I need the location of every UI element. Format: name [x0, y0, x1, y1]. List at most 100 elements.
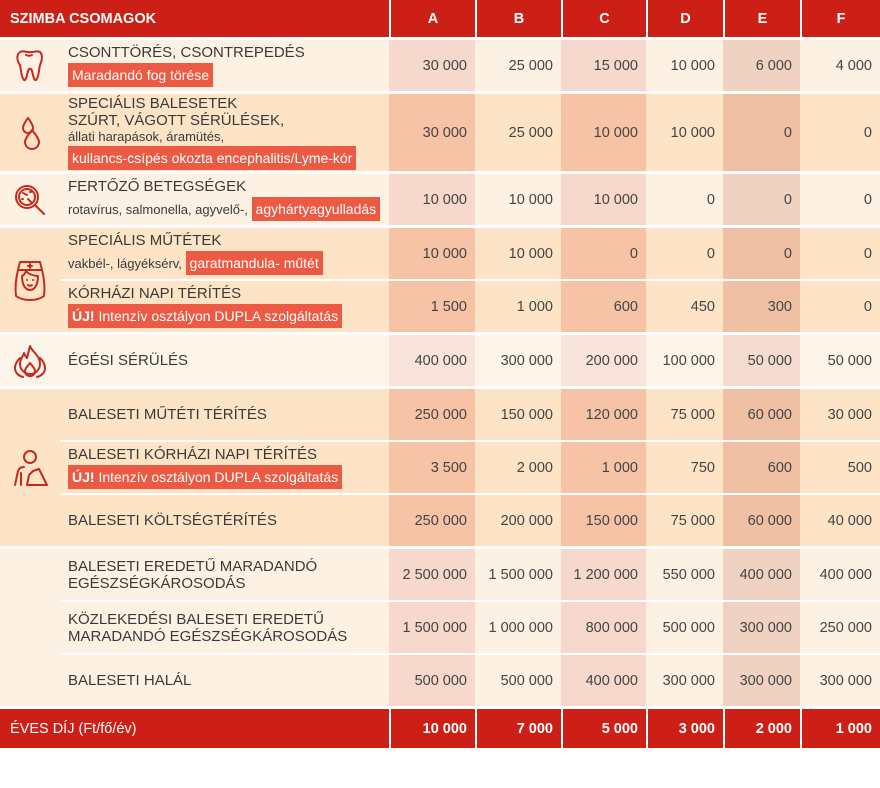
detail-text: vakbél-, lágyéksérv, [68, 256, 186, 271]
value-b: 1 000 [516, 298, 553, 315]
coverage-title: MARADANDÓ EGÉSZSÉGKÁROSODÁS [68, 627, 348, 645]
label-line: KÖZLEKEDÉSI BALESETI EREDETŰ [68, 611, 389, 628]
value-b: 10 000 [508, 245, 553, 262]
label-line: vakbél-, lágyéksérv, garatmandula- műtét [68, 251, 389, 275]
annual-fee-label: ÉVES DÍJ (Ft/fő/év) [10, 720, 137, 737]
new-badge: ÚJ! [68, 465, 95, 489]
value-d: 500 000 [662, 619, 715, 636]
value-e: 300 000 [723, 655, 800, 706]
table-row: CSONTTÖRÉS, CSONTREPEDÉS Maradandó fog tö… [60, 40, 880, 91]
bacteria-magnifier-icon [0, 174, 60, 225]
highlight-tag: garatmandula- műtét [185, 251, 323, 275]
coverage-label: BALESETI MŰTÉTI TÉRÍTÉS [60, 389, 389, 440]
table-row: BALESETI EREDETŰ MARADANDÓ EGÉSZSÉGKÁROSO… [60, 549, 880, 600]
fee-d: 3 000 [646, 709, 723, 748]
label-line: EGÉSZSÉGKÁROSODÁS [68, 575, 389, 592]
value-f: 300 000 [819, 672, 872, 689]
label-line: rotavírus, salmonella, agyvelő-, agyhárt… [68, 197, 389, 221]
coverage-label: BALESETI HALÁL [60, 655, 389, 706]
coverage-group: SPECIÁLIS BALESETEK SZÚRT, VÁGOTT SÉRÜLÉS… [0, 94, 880, 171]
value-b: 1 000 000 [488, 619, 553, 636]
coverage-title: BALESETI HALÁL [68, 672, 192, 689]
value-c: 400 000 [561, 655, 646, 706]
label-line: BALESETI KÖLTSÉGTÉRÍTÉS [68, 512, 389, 529]
table-row: BALESETI MŰTÉTI TÉRÍTÉS 250 000 150 000 120… [60, 389, 880, 440]
value-d: 750 [690, 459, 715, 476]
value-a: 500 000 [389, 655, 475, 706]
value-c: 120 000 [561, 389, 646, 440]
value-d: 10 000 [670, 57, 715, 74]
value-c: 800 000 [561, 602, 646, 653]
label-line: SZÚRT, VÁGOTT SÉRÜLÉSEK, [68, 112, 389, 129]
fee-b: 7 000 [475, 709, 561, 748]
value-d: 300 000 [662, 672, 715, 689]
coverage-title: BALESETI EREDETŰ MARADANDÓ [68, 557, 318, 575]
value-d: 450 [690, 298, 715, 315]
label-line: SPECIÁLIS MŰTÉTEK [68, 232, 389, 249]
column-e: E [723, 0, 800, 37]
tooth-icon [0, 40, 60, 91]
value-e: 300 000 [723, 602, 800, 653]
highlight-tag: agyhártyagyulladás [251, 197, 381, 221]
coverage-group: ÉGÉSI SÉRÜLÉS 400 000 300 000 200 000 100 00… [0, 335, 880, 386]
value-c: 1 200 000 [561, 549, 646, 600]
value-a: 10 000 [389, 228, 475, 279]
value-c: 150 000 [561, 495, 646, 546]
value-c: 0 [561, 228, 646, 279]
value-e: 0 [723, 174, 800, 225]
table-row: BALESETI KÖLTSÉGTÉRÍTÉS 250 000 200 000 150… [60, 493, 880, 546]
value-f: 0 [863, 245, 872, 262]
fee-a: 10 000 [389, 709, 475, 748]
column-d: D [646, 0, 723, 37]
value-e: 60 000 [723, 495, 800, 546]
value-b: 200 000 [500, 512, 553, 529]
value-c: 10 000 [561, 174, 646, 225]
coverage-title: BALESETI MŰTÉTI TÉRÍTÉS [68, 406, 267, 423]
value-a: 30 000 [389, 94, 475, 171]
table-row: KÖZLEKEDÉSI BALESETI EREDETŰ MARADANDÓ EG… [60, 600, 880, 653]
label-line: MARADANDÓ EGÉSZSÉGKÁROSODÁS [68, 628, 389, 645]
value-b: 1 500 000 [488, 566, 553, 583]
coverage-group: BALESETI MŰTÉTI TÉRÍTÉS 250 000 150 000 120… [0, 389, 880, 546]
value-f: 500 [847, 459, 872, 476]
label-line: ÚJ! Intenzív osztályon DUPLA szolgáltatá… [68, 465, 389, 489]
column-f: F [800, 0, 880, 37]
value-a: 10 000 [389, 174, 475, 225]
table-row: FERTŐZŐ BETEGSÉGEK rotavírus, salmonella,… [60, 174, 880, 225]
value-c: 600 [561, 281, 646, 332]
column-b: B [475, 0, 561, 37]
value-e: 600 [723, 442, 800, 493]
value-b: 2 000 [516, 459, 553, 476]
fire-icon [0, 335, 60, 386]
label-line: ÚJ! Intenzív osztályon DUPLA szolgáltatá… [68, 304, 389, 328]
coverage-title: SPECIÁLIS MŰTÉTEK [68, 232, 222, 249]
value-e: 60 000 [723, 389, 800, 440]
value-d: 75 000 [670, 512, 715, 529]
label-line: SPECIÁLIS BALESETEK [68, 95, 389, 112]
value-a: 1 500 000 [389, 602, 475, 653]
column-c: C [561, 0, 646, 37]
value-a: 30 000 [389, 40, 475, 91]
value-d: 0 [706, 245, 715, 262]
coverage-title: BALESETI KÓRHÁZI NAPI TÉRÍTÉS [68, 446, 317, 463]
table-row: SPECIÁLIS MŰTÉTEK vakbél-, lágyéksérv, ga… [60, 228, 880, 279]
value-a: 1 500 [389, 281, 475, 332]
value-f: 50 000 [827, 352, 872, 369]
table-row: BALESETI HALÁL 500 000 500 000 400 000 300 0… [60, 653, 880, 706]
value-b: 300 000 [500, 352, 553, 369]
coverage-title: KÓRHÁZI NAPI TÉRÍTÉS [68, 285, 242, 302]
label-line: ÉGÉSI SÉRÜLÉS [68, 352, 389, 369]
value-b: 500 000 [500, 672, 553, 689]
injured-person-icon [0, 389, 60, 546]
value-a: 2 500 000 [389, 549, 475, 600]
value-c: 15 000 [561, 40, 646, 91]
fee-f: 1 000 [800, 709, 880, 748]
value-a: 3 500 [389, 442, 475, 493]
column-a: A [389, 0, 475, 37]
label-line: BALESETI KÓRHÁZI NAPI TÉRÍTÉS [68, 446, 389, 463]
coverage-title: EGÉSZSÉGKÁROSODÁS [68, 574, 246, 592]
value-c: 1 000 [561, 442, 646, 493]
table-row: BALESETI KÓRHÁZI NAPI TÉRÍTÉS ÚJ! Intenzí… [60, 440, 880, 493]
coverage-group: CSONTTÖRÉS, CSONTREPEDÉS Maradandó fog tö… [0, 40, 880, 91]
